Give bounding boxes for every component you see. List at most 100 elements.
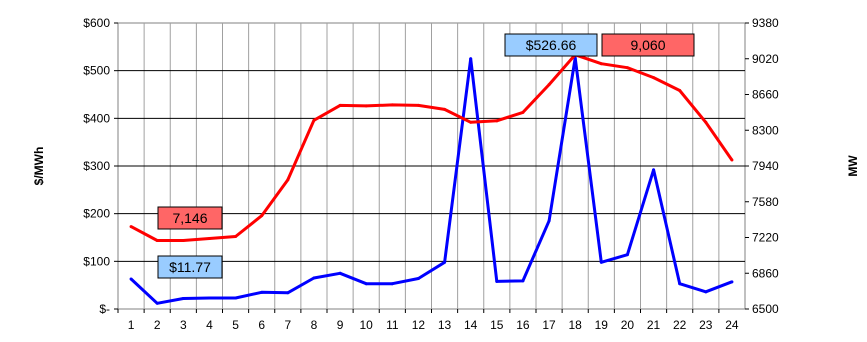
price-data-point <box>469 57 473 61</box>
load-data-point <box>443 107 447 111</box>
y-left-tick-label: $400 <box>83 111 110 125</box>
annotations: $11.77 7,146 $526.66 9,060 <box>157 33 695 279</box>
x-tick-label: 14 <box>464 318 478 332</box>
load-data-point <box>338 103 342 107</box>
x-tick-label: 11 <box>386 318 399 332</box>
callout-box <box>157 206 223 230</box>
x-tick-label: 1 <box>128 318 135 332</box>
price-data-point <box>286 291 290 295</box>
price-data-point <box>625 253 629 257</box>
load-data-point <box>234 235 238 239</box>
axes: $-$100$200$300$400$500$60065006860722075… <box>83 16 779 332</box>
load-data-point <box>469 120 473 124</box>
load-data-point <box>547 83 551 87</box>
x-tick-label: 16 <box>516 318 530 332</box>
price-callout: $526.66 <box>504 33 598 57</box>
price-callout: $11.77 <box>157 255 223 279</box>
load-data-point <box>129 225 133 229</box>
x-tick-label: 15 <box>490 318 504 332</box>
y-right-tick-label: 7940 <box>752 159 779 173</box>
price-data-point <box>312 276 316 280</box>
load-callout: 9,060 <box>601 33 695 57</box>
price-data-point <box>495 279 499 283</box>
price-data-point <box>599 260 603 264</box>
price-data-point <box>547 219 551 223</box>
x-tick-label: 18 <box>569 318 583 332</box>
y-right-tick-label: 8660 <box>752 88 779 102</box>
load-data-point <box>416 103 420 107</box>
y-left-tick-label: $100 <box>83 254 110 268</box>
load-data-point <box>364 104 368 108</box>
y-right-tick-label: 7220 <box>752 231 779 245</box>
x-tick-label: 23 <box>699 318 713 332</box>
x-tick-label: 3 <box>180 318 187 332</box>
gridlines <box>118 23 745 309</box>
callout-box <box>504 33 598 57</box>
callout-box <box>601 33 695 57</box>
price-data-point <box>234 296 238 300</box>
y-right-tick-label: 9380 <box>752 16 779 30</box>
load-data-point <box>678 89 682 93</box>
x-tick-label: 21 <box>647 318 661 332</box>
x-tick-label: 9 <box>337 318 344 332</box>
load-data-point <box>286 178 290 182</box>
y-right-tick-label: 9020 <box>752 52 779 66</box>
callout-label: $11.77 <box>169 259 211 275</box>
x-tick-label: 12 <box>412 318 426 332</box>
y-right-tick-label: 6500 <box>752 302 779 316</box>
load-callout: 7,146 <box>157 206 223 230</box>
x-tick-label: 22 <box>673 318 687 332</box>
load-data-point <box>155 238 159 242</box>
load-data-point <box>704 120 708 124</box>
load-data-point <box>312 118 316 122</box>
price-data-point <box>652 168 656 172</box>
price-data-point <box>390 282 394 286</box>
price-data-point <box>207 296 211 300</box>
x-tick-label: 24 <box>725 318 739 332</box>
price-data-point <box>443 260 447 264</box>
y-left-tick-label: $200 <box>83 207 110 221</box>
load-data-point <box>207 236 211 240</box>
load-data-point <box>495 119 499 123</box>
price-data-point <box>155 301 159 305</box>
x-tick-label: 17 <box>542 318 556 332</box>
price-series-line <box>130 56 733 305</box>
price-data-point <box>260 290 264 294</box>
x-tick-label: 7 <box>284 318 291 332</box>
load-series-line <box>130 53 734 242</box>
load-data-point <box>521 110 525 114</box>
price-data-point <box>416 276 420 280</box>
x-tick-label: 6 <box>258 318 265 332</box>
y-left-axis-title: $/MWh <box>32 147 46 186</box>
load-data-point <box>625 66 629 70</box>
price-data-point <box>181 297 185 301</box>
price-data-point <box>129 277 133 281</box>
load-data-point <box>652 76 656 80</box>
price-data-point <box>338 271 342 275</box>
callout-label: 7,146 <box>172 210 207 226</box>
x-tick-label: 10 <box>360 318 374 332</box>
price-data-point <box>730 280 734 284</box>
x-tick-label: 2 <box>154 318 161 332</box>
price-data-point <box>521 279 525 283</box>
price-data-point <box>704 290 708 294</box>
y-left-tick-label: $500 <box>83 64 110 78</box>
x-tick-label: 8 <box>311 318 318 332</box>
y-right-tick-label: 7580 <box>752 195 779 209</box>
x-tick-label: 19 <box>595 318 609 332</box>
price-data-point <box>364 282 368 286</box>
load-data-point <box>181 238 185 242</box>
load-data-point <box>390 103 394 107</box>
callout-box <box>157 255 223 279</box>
x-tick-label: 20 <box>621 318 635 332</box>
y-right-tick-label: 8300 <box>752 123 779 137</box>
price-data-point <box>678 282 682 286</box>
y-left-tick-label: $300 <box>83 159 110 173</box>
x-tick-label: 4 <box>206 318 213 332</box>
x-tick-label: 5 <box>232 318 239 332</box>
x-tick-label: 13 <box>438 318 452 332</box>
load-data-point <box>599 62 603 66</box>
y-right-axis-title: MW <box>846 155 860 177</box>
y-right-tick-label: 6860 <box>752 266 779 280</box>
